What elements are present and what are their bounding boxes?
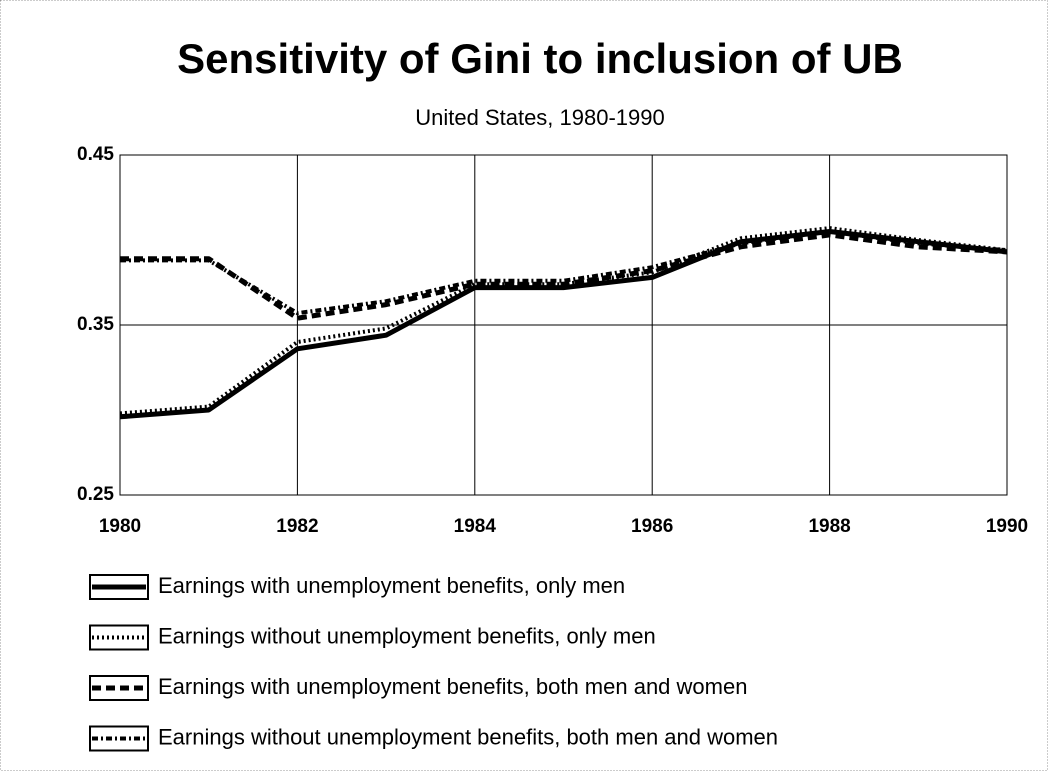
legend-label: Earnings with unemployment benefits, onl… (158, 573, 625, 598)
x-tick-label: 1982 (276, 516, 318, 537)
x-tick-label: 1980 (99, 516, 141, 537)
series-line (120, 232, 1008, 321)
x-tick-label: 1990 (986, 516, 1028, 537)
legend-label: Earnings without unemployment benefits, … (158, 623, 656, 648)
series-line (119, 229, 1008, 420)
x-tick-label: 1988 (808, 516, 850, 537)
chart-subtitle: United States, 1980-1990 (415, 105, 665, 130)
y-tick-label: 0.45 (77, 144, 114, 165)
legend-label: Earnings with unemployment benefits, bot… (158, 674, 747, 699)
series-line (120, 229, 1008, 316)
y-tick-label: 0.35 (77, 314, 114, 335)
legend-box (89, 725, 149, 752)
legend-label: Earnings without unemployment benefits, … (158, 724, 778, 749)
y-tick-label: 0.25 (77, 484, 114, 505)
chart-title: Sensitivity of Gini to inclusion of UB (177, 35, 903, 82)
x-tick-label: 1984 (454, 516, 497, 537)
series-line (119, 226, 1008, 416)
x-tick-label: 1986 (631, 516, 673, 537)
